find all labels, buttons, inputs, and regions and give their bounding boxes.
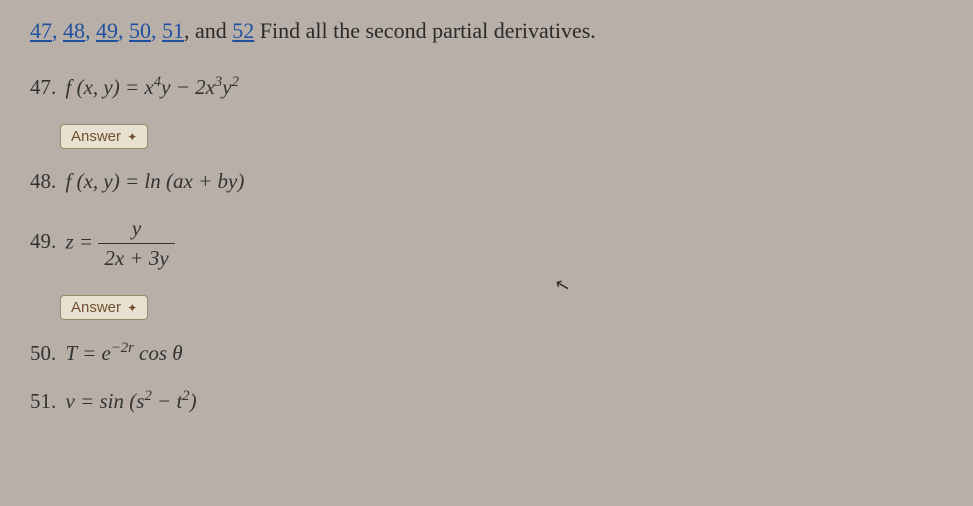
problem-49-lhs: z = xyxy=(66,229,94,253)
problem-48-num: 48. xyxy=(30,169,56,194)
fraction-numerator: y xyxy=(98,216,174,244)
arrow-down-icon: ✦ xyxy=(127,130,137,144)
problem-50-num: 50. xyxy=(30,341,56,366)
cursor-icon: ↖ xyxy=(553,273,573,297)
answer-button-47[interactable]: Answer ✦ xyxy=(60,124,148,149)
answer-button-49[interactable]: Answer ✦ xyxy=(60,295,148,320)
link-51[interactable]: 51 xyxy=(162,18,184,43)
problem-49-num: 49. xyxy=(30,229,56,254)
link-52[interactable]: 52 xyxy=(232,18,254,43)
instruction-content: Find all the second partial derivatives. xyxy=(260,18,596,43)
problem-50-expr: T = e−2r cos θ xyxy=(66,341,183,365)
answer-label: Answer xyxy=(71,128,121,145)
arrow-down-icon: ✦ xyxy=(127,301,137,315)
exercise-header: 47, 48, 49, 50, 51, and 52 Find all the … xyxy=(30,18,943,44)
problem-51-num: 51. xyxy=(30,389,56,414)
problem-51-expr: v = sin (s2 − t2) xyxy=(66,389,197,413)
problem-51: 51. v = sin (s2 − t2) xyxy=(30,388,943,414)
problem-47-num: 47. xyxy=(30,75,56,100)
problem-49-fraction: y 2x + 3y xyxy=(98,216,174,271)
problem-47-expr: f (x, y) = x4y − 2x3y2 xyxy=(66,75,239,99)
problem-49: 49. z = y 2x + 3y xyxy=(30,216,943,271)
link-50[interactable]: 50 xyxy=(129,18,151,43)
problem-48-expr: f (x, y) = ln (ax + by) xyxy=(66,169,245,193)
problem-48: 48. f (x, y) = ln (ax + by) xyxy=(30,169,943,194)
answer-label: Answer xyxy=(71,299,121,316)
problem-47: 47. f (x, y) = x4y − 2x3y2 xyxy=(30,74,943,100)
problem-50: 50. T = e−2r cos θ xyxy=(30,340,943,366)
link-49[interactable]: 49 xyxy=(96,18,118,43)
fraction-denominator: 2x + 3y xyxy=(98,244,174,271)
link-48[interactable]: 48 xyxy=(63,18,85,43)
link-47[interactable]: 47 xyxy=(30,18,52,43)
